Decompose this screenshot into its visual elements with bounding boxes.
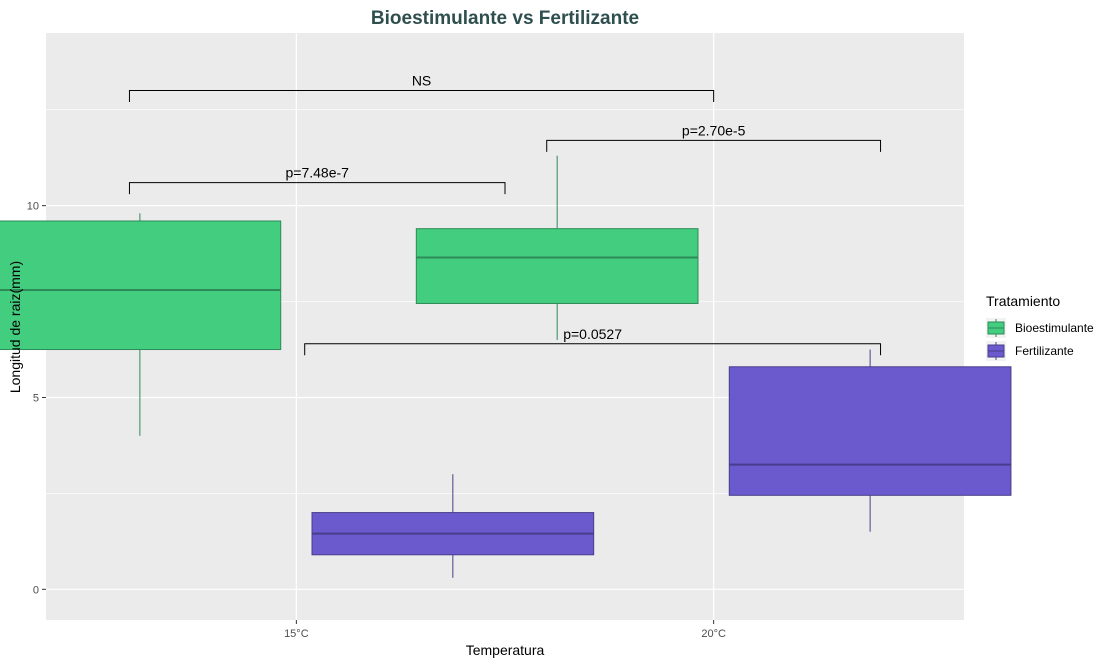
y-tick-label: 5 — [33, 392, 39, 404]
x-axis: 15°C 20°C — [284, 620, 726, 640]
bracket-line — [128, 182, 506, 195]
legend-item-fertilizante: Fertilizante — [986, 341, 1074, 361]
bracket-line — [546, 139, 882, 152]
box-iqr — [415, 228, 699, 304]
x-axis-label: Temperatura — [466, 642, 545, 658]
legend-label: Fertilizante — [1015, 344, 1074, 358]
y-tick-label: 0 — [33, 584, 39, 596]
bracket-line — [128, 90, 715, 103]
legend-title: Tratamiento — [986, 293, 1060, 309]
bracket: p=2.70e-5 — [546, 122, 882, 152]
box-fertilizante-2 — [728, 349, 1012, 532]
significance-brackets: NS p=2.70e-5 p=7.48e-7 p=0.0527 — [128, 73, 882, 356]
bracket-label: NS — [412, 73, 431, 89]
legend-label: Bioestimulante — [1015, 321, 1094, 335]
chart-title: Bioestimulante vs Fertilizante — [371, 8, 639, 29]
bracket: p=7.48e-7 — [128, 165, 506, 195]
bracket: p=0.0527 — [304, 326, 882, 356]
y-axis: 0 5 10 — [27, 201, 46, 596]
bracket-label: p=2.70e-5 — [682, 122, 746, 138]
legend: Tratamiento Bioestimulante Fertilizante — [986, 293, 1094, 361]
bracket-label: p=7.48e-7 — [286, 165, 350, 181]
bracket-line — [304, 343, 882, 356]
x-tick-label: 15°C — [284, 628, 309, 640]
y-axis-label: Longitud de raiz(mm) — [7, 261, 23, 393]
box-bioestimulante-1 — [0, 213, 282, 436]
bracket-label: p=0.0527 — [563, 326, 622, 342]
box-bioestimulante-2 — [415, 155, 699, 340]
x-tick-label: 20°C — [701, 628, 726, 640]
box-iqr — [0, 220, 282, 351]
legend-item-bioestimulante: Bioestimulante — [986, 318, 1094, 338]
box-group — [0, 155, 1012, 578]
box-iqr — [728, 366, 1012, 496]
box-fertilizante-1 — [311, 474, 595, 578]
bracket: NS — [128, 73, 715, 103]
y-tick-label: 10 — [27, 201, 39, 213]
